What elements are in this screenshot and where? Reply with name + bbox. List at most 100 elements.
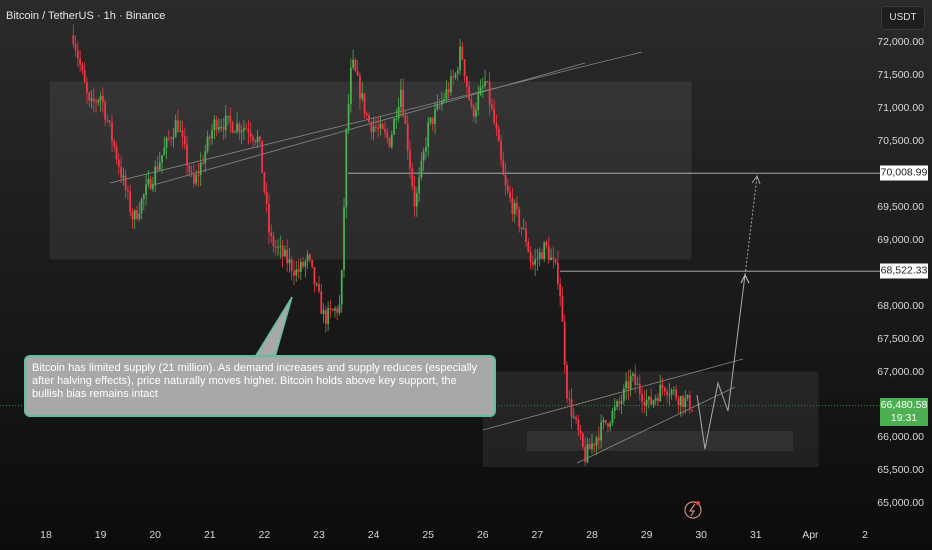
- candle-body: [311, 259, 314, 268]
- candle-body: [338, 304, 341, 313]
- candle-body: [622, 388, 625, 402]
- candle-body: [245, 128, 248, 130]
- candle-body: [470, 99, 473, 106]
- candle-body: [336, 308, 339, 313]
- candle-body: [395, 118, 398, 120]
- candle-body: [688, 395, 691, 410]
- candle-body: [379, 124, 382, 129]
- candle-body: [443, 98, 446, 101]
- candle-body: [543, 242, 546, 260]
- candle-body: [142, 194, 145, 200]
- candle-body: [497, 128, 500, 142]
- candle-body: [163, 147, 166, 156]
- time-tick: Apr: [802, 529, 819, 541]
- price-tick: 69,500.00: [877, 200, 924, 213]
- time-tick: 2: [862, 529, 868, 541]
- price-tick: 71,500.00: [877, 68, 924, 81]
- candle-body: [431, 117, 434, 125]
- candle-body: [247, 129, 250, 133]
- candle-body: [481, 86, 484, 88]
- candle-body: [195, 174, 198, 184]
- candle-body: [249, 132, 252, 137]
- candle-body: [638, 383, 641, 394]
- candle-body: [575, 416, 577, 420]
- candle-body: [561, 296, 564, 322]
- candle-body: [666, 391, 668, 396]
- candle-body: [461, 46, 464, 60]
- candle-body: [349, 67, 352, 105]
- candle-body: [525, 228, 527, 242]
- candle-body: [136, 210, 138, 219]
- candle-body: [252, 136, 254, 141]
- candle-body: [406, 123, 409, 151]
- candle-body: [370, 122, 373, 132]
- candle-body: [650, 396, 653, 405]
- candle-body: [602, 419, 605, 423]
- candle-body: [258, 136, 261, 141]
- candle-body: [475, 109, 477, 117]
- candle-body: [238, 123, 241, 133]
- trend-line-1: [109, 51, 643, 184]
- candle-body: [76, 50, 79, 59]
- candle-body: [686, 395, 689, 399]
- time-tick: 29: [640, 529, 653, 541]
- candle-body: [645, 399, 648, 406]
- candle-body: [390, 134, 393, 147]
- candle-body: [643, 401, 646, 406]
- candle-body: [500, 141, 502, 160]
- candle-body: [145, 184, 147, 195]
- candle-body: [295, 269, 298, 276]
- currency-button[interactable]: USDT: [881, 6, 925, 30]
- current-price-badge: 66,480.58 19:31: [880, 397, 928, 426]
- candle-body: [477, 94, 480, 110]
- flash-icon[interactable]: [684, 501, 702, 519]
- candle-body: [629, 375, 632, 389]
- candle-body: [668, 394, 671, 396]
- annotation-callout[interactable]: Bitcoin has limited supply (21 million).…: [24, 355, 496, 417]
- candle-body: [131, 212, 134, 220]
- candle-body: [445, 89, 448, 99]
- candle-body: [415, 193, 418, 207]
- candle-body: [347, 104, 350, 130]
- candle-body: [208, 136, 211, 139]
- candle-body: [147, 178, 150, 185]
- candle-body: [329, 308, 332, 310]
- candle-body: [386, 132, 389, 138]
- candle-body: [547, 245, 550, 261]
- candle-body: [79, 58, 82, 65]
- channel-lower-line: [576, 386, 736, 464]
- candle-body: [95, 101, 97, 103]
- candle-body: [425, 147, 427, 152]
- candle-body: [138, 213, 141, 219]
- candle-body: [422, 151, 425, 161]
- candle-body: [179, 130, 182, 132]
- candle-body: [600, 422, 602, 441]
- candle-body: [224, 116, 227, 131]
- price-tick: 65,000.00: [877, 497, 924, 510]
- price-tick: 66,000.00: [877, 431, 924, 444]
- time-tick: 18: [40, 529, 52, 541]
- candle-body: [472, 105, 475, 117]
- candle-body: [101, 95, 104, 103]
- price-tick: 67,500.00: [877, 332, 924, 345]
- candle-body: [318, 283, 320, 292]
- candle-body: [215, 119, 218, 130]
- candle-body: [365, 113, 368, 116]
- candle-body: [286, 249, 289, 264]
- candle-body: [374, 126, 377, 128]
- candle-body: [83, 70, 86, 83]
- candle-body: [188, 165, 191, 173]
- candle-body: [520, 227, 523, 229]
- callout-tail: [253, 296, 293, 358]
- candle-body: [559, 283, 562, 297]
- price-tick: 65,500.00: [877, 464, 924, 477]
- candle-body: [527, 241, 530, 252]
- candle-body: [454, 73, 457, 78]
- candle-body: [86, 82, 88, 93]
- time-tick: 25: [422, 529, 435, 541]
- candle-body: [465, 76, 468, 87]
- candle-body: [277, 246, 279, 248]
- candle-body: [420, 160, 423, 178]
- candle-body: [334, 308, 336, 311]
